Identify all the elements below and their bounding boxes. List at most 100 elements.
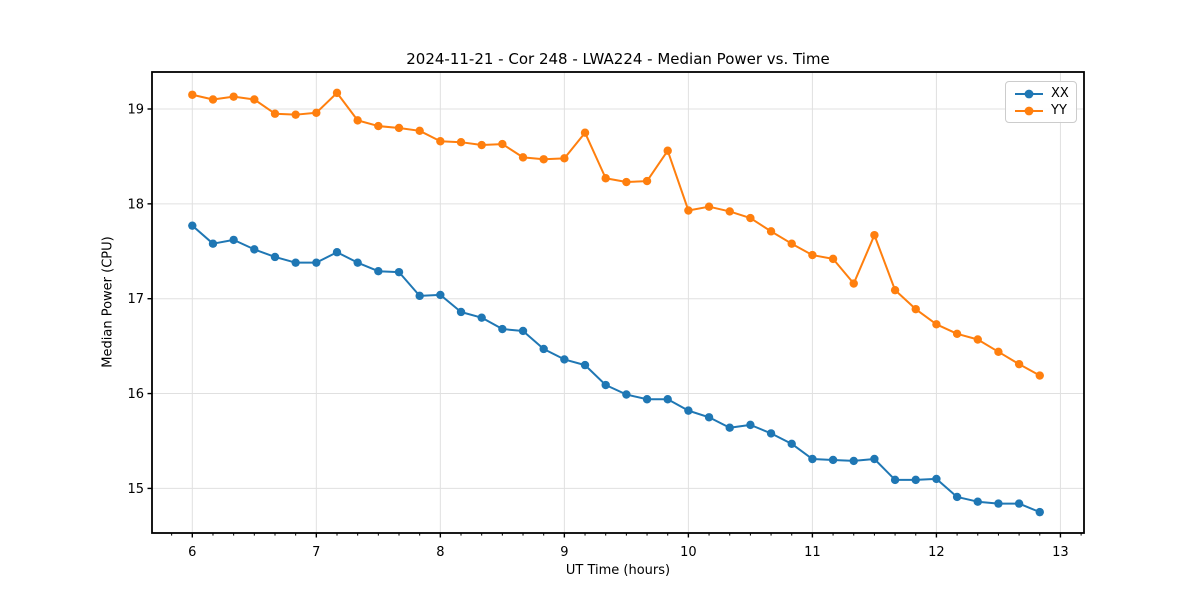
data-point-yy — [932, 320, 941, 329]
y-axis-label: Median Power (CPU) — [100, 236, 116, 368]
x-axis-label: UT Time (hours) — [565, 563, 671, 578]
data-point-xx — [436, 290, 445, 300]
data-point-yy — [1014, 359, 1024, 369]
axes-frame — [151, 71, 1085, 534]
data-point-xx — [766, 429, 776, 438]
data-point-yy — [477, 140, 486, 150]
series-layer — [188, 88, 1044, 517]
data-point-xx — [332, 248, 342, 257]
data-point-xx — [229, 235, 238, 245]
data-point-xx — [1014, 499, 1024, 508]
x-tick-label: 10 — [680, 545, 697, 560]
data-point-yy — [849, 279, 858, 288]
legend-label-yy: YY — [1051, 103, 1067, 118]
data-point-xx — [353, 258, 362, 267]
data-point-yy — [684, 206, 693, 215]
data-point-yy — [808, 250, 817, 260]
data-point-yy — [766, 227, 776, 236]
data-point-yy — [353, 116, 362, 125]
data-point-yy — [1035, 371, 1044, 380]
legend: XX YY — [1005, 81, 1077, 123]
data-point-xx — [973, 497, 982, 506]
data-point-yy — [332, 88, 342, 98]
x-tick-label: 13 — [1052, 545, 1069, 560]
data-point-yy — [663, 146, 672, 155]
x-tick-label: 9 — [560, 545, 568, 560]
series-line-yy — [192, 91, 1041, 377]
data-point-yy — [704, 202, 714, 211]
data-point-xx — [828, 455, 838, 465]
data-point-xx — [560, 355, 569, 364]
data-point-yy — [580, 128, 590, 137]
data-point-xx — [270, 252, 280, 262]
data-point-yy — [787, 239, 796, 248]
data-point-xx — [725, 423, 734, 432]
data-point-yy — [622, 177, 631, 187]
data-point-xx — [704, 413, 714, 422]
legend-swatch-yy — [1015, 106, 1043, 115]
y-tick-label: 17 — [127, 292, 144, 307]
data-point-yy — [725, 207, 734, 216]
data-point-yy — [456, 137, 466, 147]
data-point-yy — [828, 254, 838, 264]
series-line-xx — [191, 224, 1041, 514]
data-point-xx — [890, 475, 900, 485]
data-point-xx — [870, 454, 879, 464]
tick-layer: 6 7 8 9 10 11 12 13 15 16 17 18 19 — [127, 102, 1082, 560]
chart-title: 2024-11-21 - Cor 248 - LWA224 - Median P… — [406, 50, 830, 68]
data-point-yy — [312, 108, 321, 117]
data-point-xx — [477, 313, 486, 322]
data-point-xx — [539, 344, 548, 354]
x-tick-label: 7 — [312, 545, 320, 560]
data-point-yy — [250, 95, 259, 104]
legend-swatch-xx — [1015, 89, 1043, 98]
x-tick-label: 12 — [928, 545, 945, 560]
data-point-xx — [518, 326, 528, 336]
data-point-xx — [208, 239, 218, 248]
data-point-xx — [911, 475, 920, 485]
data-point-xx — [394, 267, 404, 277]
data-point-yy — [601, 174, 610, 183]
data-point-yy — [539, 155, 548, 164]
data-point-xx — [312, 258, 321, 267]
data-point-xx — [932, 474, 941, 484]
data-point-xx — [498, 324, 507, 334]
data-point-yy — [642, 176, 652, 186]
data-point-yy — [394, 123, 404, 133]
y-tick-label: 15 — [127, 482, 144, 497]
data-point-yy — [415, 126, 424, 136]
y-tick-label: 18 — [127, 197, 144, 212]
data-point-yy — [746, 213, 755, 223]
data-point-yy — [291, 110, 300, 119]
data-point-xx — [622, 390, 631, 399]
legend-item-xx: XX — [1014, 85, 1069, 102]
data-point-xx — [787, 439, 796, 449]
y-tick-label: 19 — [127, 102, 144, 117]
data-point-yy — [890, 285, 900, 295]
data-point-xx — [374, 266, 383, 276]
data-point-xx — [808, 454, 817, 464]
data-point-xx — [250, 245, 259, 254]
y-tick-label: 16 — [127, 387, 144, 402]
x-tick-label: 6 — [188, 545, 196, 560]
data-point-yy — [229, 92, 238, 101]
legend-label-xx: XX — [1051, 86, 1069, 101]
data-point-yy — [436, 137, 445, 146]
x-tick-label: 11 — [804, 545, 821, 560]
data-point-yy — [518, 153, 528, 162]
data-point-yy — [870, 230, 879, 240]
data-point-yy — [498, 139, 507, 149]
data-point-xx — [994, 499, 1003, 508]
data-point-yy — [208, 95, 218, 104]
data-point-xx — [746, 420, 755, 430]
data-point-xx — [849, 456, 858, 466]
data-point-xx — [415, 291, 424, 301]
data-point-yy — [973, 335, 982, 344]
data-point-xx — [580, 360, 590, 370]
data-point-yy — [270, 109, 280, 118]
data-point-xx — [291, 258, 300, 267]
x-tick-label: 8 — [436, 545, 444, 560]
data-point-xx — [952, 492, 962, 502]
data-point-xx — [684, 406, 693, 415]
